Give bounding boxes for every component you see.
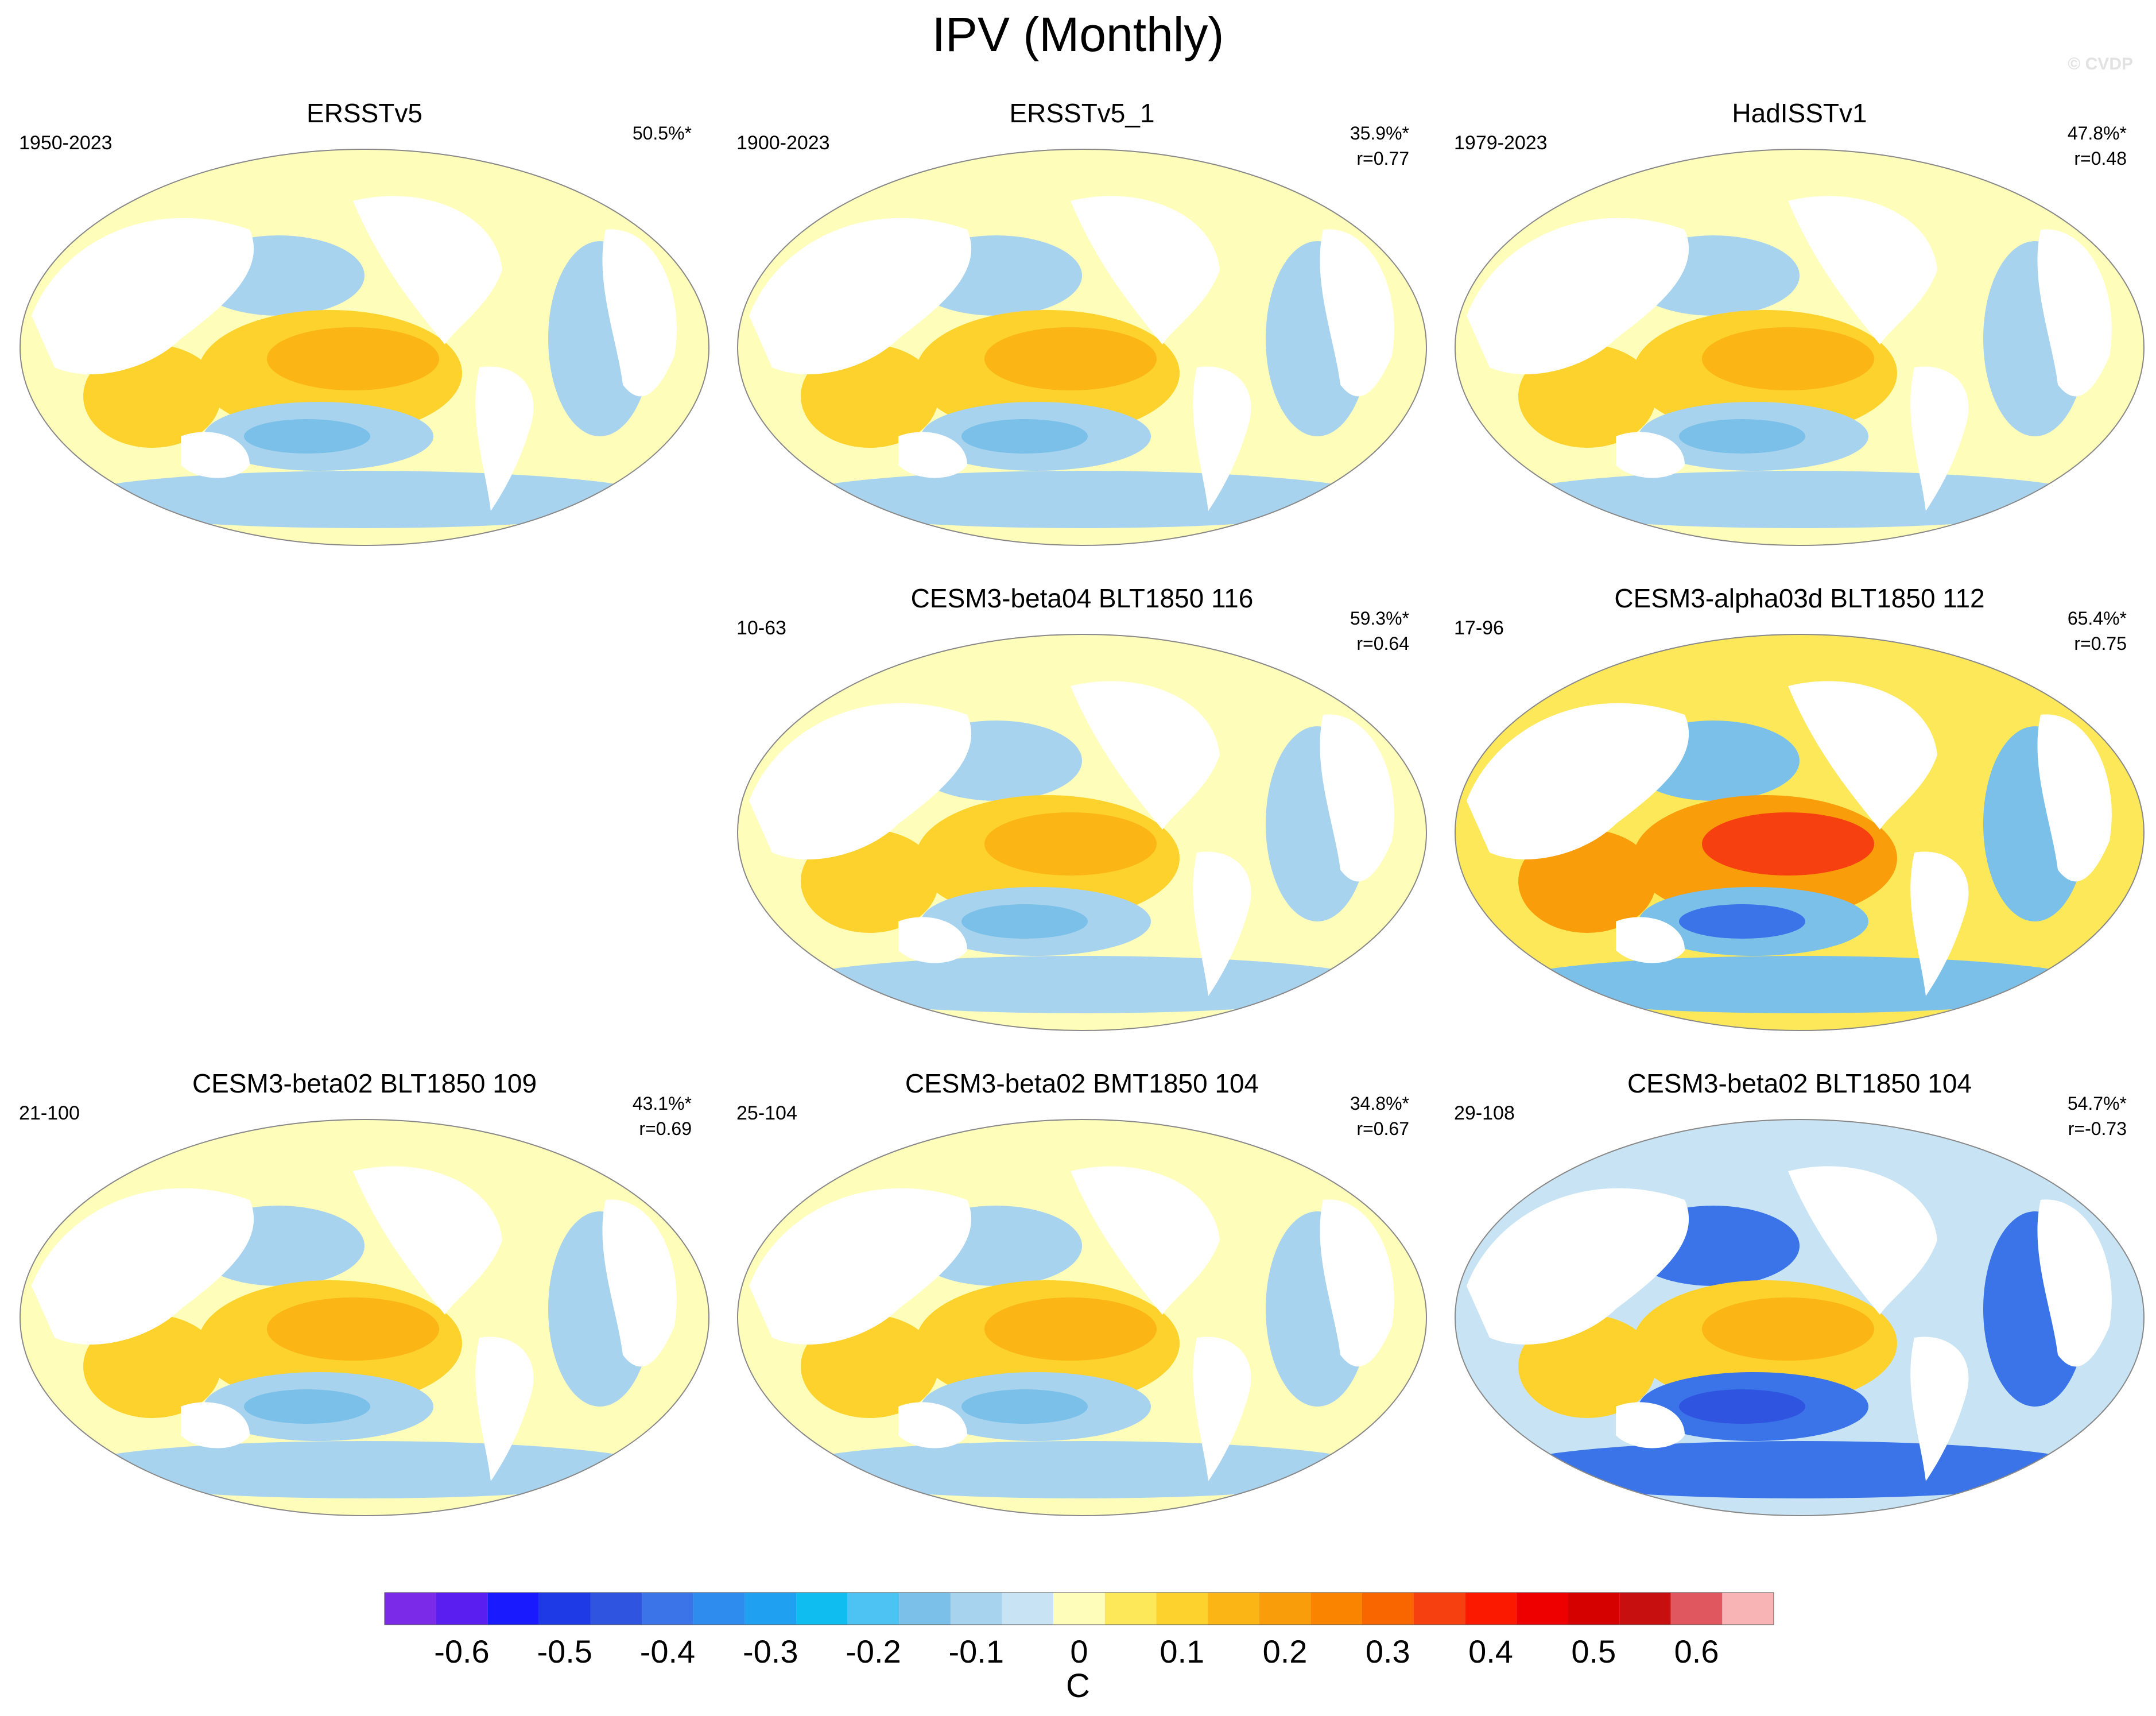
panel-period: 1900-2023 [736,132,830,154]
colorbar-tick-label: 0.5 [1571,1633,1616,1669]
panel-period: 17-96 [1454,617,1504,639]
map-panel: CESM3-beta02 BLT1850 104 29-108 54.7%* r=-0… [1444,1068,2155,1527]
world-map [1455,634,2145,1031]
colorbar-tick-label: 0.1 [1160,1633,1204,1669]
panel-title: CESM3-beta02 BLT1850 109 [192,1068,537,1098]
colorbar-swatch [1722,1593,1774,1625]
pattern-correlation: r=0.77 [1356,148,1409,169]
pattern-correlation: r=-0.73 [2068,1118,2127,1139]
pattern-correlation: r=0.75 [2074,633,2127,654]
colorbar-swatch [487,1593,539,1625]
panel-stats: 43.1%* r=0.69 [633,1091,692,1141]
variance-explained: 50.5%* [632,123,692,144]
colorbar-swatch [1002,1593,1054,1625]
world-map [20,1119,709,1516]
map-panel: ERSSTv5_1 1900-2023 35.9%* r=0.77 [726,98,1438,557]
map-panel: ERSSTv5 1950-2023 50.5%* [9,98,720,557]
map-panel: HadISSTv1 1979-2023 47.8%* r=0.48 [1444,98,2155,557]
panel-stats: 59.3%* r=0.64 [1350,606,1409,656]
map-panel: CESM3-beta02 BLT1850 109 21-100 43.1%* r=0.… [9,1068,720,1527]
colorbar-swatch [1619,1593,1671,1625]
world-map [1455,1119,2145,1516]
colorbar-swatch [1670,1593,1723,1625]
colorbar-swatch [693,1593,745,1625]
panel-stats: 35.9%* r=0.77 [1350,121,1409,171]
colorbar-tick-label: -0.3 [743,1633,798,1669]
panel-title: ERSSTv5_1 [1009,98,1155,128]
colorbar-swatch [1259,1593,1311,1625]
colorbar-swatch [1568,1593,1620,1625]
colorbar-swatch [1156,1593,1208,1625]
panel-title: CESM3-alpha03d BLT1850 112 [1614,583,1985,613]
panel-stats: 54.7%* r=-0.73 [2068,1091,2127,1141]
colorbar-tick-label: -0.2 [846,1633,901,1669]
variance-explained: 54.7%* [2067,1093,2127,1114]
colorbar-tick-label: 0.6 [1674,1633,1719,1669]
panel-period: 25-104 [736,1102,797,1124]
colorbar-swatch [1104,1593,1157,1625]
colorbar-swatch [436,1593,488,1625]
colorbar-tick-label: 0.2 [1263,1633,1308,1669]
panel-stats: 47.8%* r=0.48 [2068,121,2127,171]
variance-explained: 65.4%* [2067,608,2127,629]
colorbar-tick-label: -0.1 [948,1633,1004,1669]
panel-title: CESM3-beta04 BLT1850 116 [910,583,1254,613]
panel-title: CESM3-beta02 BLT1850 104 [1627,1068,1972,1098]
world-map [737,149,1427,546]
colorbar-swatch [1310,1593,1362,1625]
colorbar-swatch [1516,1593,1568,1625]
figure-title: IPV (Monthly) [932,7,1224,61]
pattern-correlation: r=0.67 [1356,1118,1409,1139]
colorbar-swatch [642,1593,693,1625]
variance-explained: 59.3%* [1350,608,1409,629]
colorbar-swatch [1208,1593,1259,1625]
map-panel: CESM3-beta04 BLT1850 116 10-63 59.3%* r=0.6… [726,583,1438,1042]
panel-title: CESM3-beta02 BMT1850 104 [905,1068,1259,1098]
pattern-correlation: r=0.64 [1356,633,1409,654]
colorbar-swatch [1413,1593,1465,1625]
panel-stats: 34.8%* r=0.67 [1350,1091,1409,1141]
colorbar-unit: C [1066,1667,1090,1705]
panel-period: 1979-2023 [1454,132,1548,154]
panel-title: ERSSTv5 [307,98,422,128]
world-map [20,149,709,546]
map-panel: CESM3-alpha03d BLT1850 112 17-96 65.4%* r=0… [1444,583,2155,1042]
panel-period: 29-108 [1454,1102,1515,1124]
panel-period: 1950-2023 [19,132,113,154]
credit-watermark: © CVDP [2068,55,2133,73]
colorbar-swatch [899,1593,951,1625]
colorbar-swatch [1465,1593,1517,1625]
colorbar-swatch [796,1593,848,1625]
pattern-correlation: r=0.69 [639,1118,692,1139]
colorbar-tick-label: 0.3 [1366,1633,1410,1669]
world-map [737,634,1427,1031]
colorbar-swatch [1362,1593,1414,1625]
panel-stats: 50.5%* [633,121,692,146]
world-map [1455,149,2145,546]
colorbar-tick-label: -0.4 [640,1633,696,1669]
colorbar-swatch [590,1593,642,1625]
variance-explained: 43.1%* [632,1093,692,1114]
pattern-correlation: r=0.48 [2074,148,2127,169]
colorbar-tick-label: -0.6 [434,1633,490,1669]
map-panel: CESM3-beta02 BMT1850 104 25-104 34.8%* r=0.… [726,1068,1438,1527]
colorbar-swatch [744,1593,797,1625]
colorbar-swatch [847,1593,899,1625]
colorbar-tick-label: 0 [1070,1633,1088,1669]
variance-explained: 47.8%* [2067,123,2127,144]
variance-explained: 35.9%* [1350,123,1409,144]
variance-explained: 34.8%* [1350,1093,1409,1114]
colorbar-swatch [538,1593,591,1625]
world-map [737,1119,1427,1516]
colorbar-tick-label: -0.5 [537,1633,592,1669]
colorbar-swatch [1053,1593,1105,1625]
panel-title: HadISSTv1 [1732,98,1867,128]
colorbar-tick-label: 0.4 [1468,1633,1513,1669]
colorbar-swatch [385,1593,436,1625]
panel-period: 10-63 [736,617,786,639]
panel-stats: 65.4%* r=0.75 [2068,606,2127,656]
colorbar-swatch [950,1593,1002,1625]
panel-period: 21-100 [19,1102,80,1124]
